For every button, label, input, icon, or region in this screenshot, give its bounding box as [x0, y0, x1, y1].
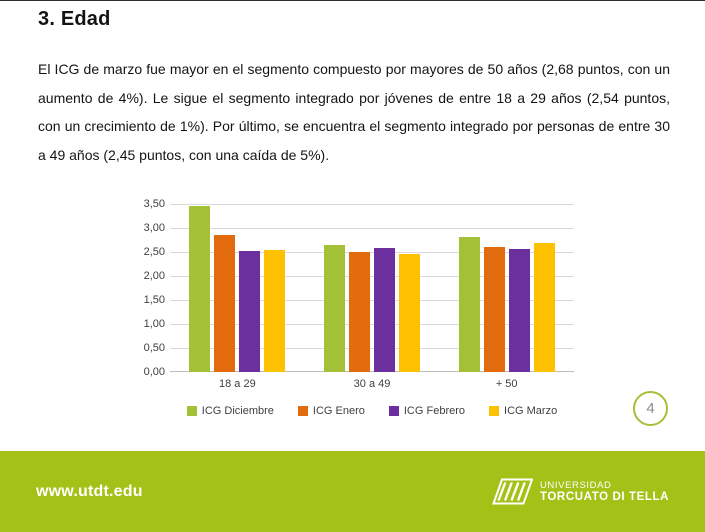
chart-plot-row: 3,50 3,00 2,50 2,00 1,50 1,00 0,50 0,00 [138, 198, 574, 378]
footer-url-link[interactable]: www.utdt.edu [36, 482, 143, 500]
gridline [170, 300, 574, 301]
university-logo: UNIVERSIDAD TORCUATO DI TELLA [492, 478, 669, 505]
legend-swatch-icon [297, 406, 308, 416]
bar-group-+-50 [439, 204, 574, 372]
legend-item-icg-marzo: ICG Marzo [489, 405, 557, 417]
legend-item-icg-febrero: ICG Febrero [388, 405, 466, 417]
bar-icg-diciembre [324, 245, 345, 372]
slide-title: 3. Edad [38, 8, 111, 30]
gridline [170, 324, 574, 325]
legend-swatch-icon [489, 406, 500, 416]
y-axis: 3,50 3,00 2,50 2,00 1,50 1,00 0,50 0,00 [138, 198, 170, 378]
legend-label: ICG Marzo [504, 405, 558, 417]
gridline [170, 228, 574, 229]
y-tick-label: 3,00 [143, 222, 165, 234]
x-axis-label: + 50 [495, 378, 518, 390]
gridline [170, 252, 574, 253]
body-paragraph: El ICG de marzo fue mayor en el segmento… [38, 61, 670, 163]
legend-label: ICG Enero [312, 405, 365, 417]
bar-icg-marzo [399, 254, 420, 372]
gridline [170, 348, 574, 349]
legend-item-icg-enero: ICG Enero [297, 405, 365, 417]
gridline [170, 276, 574, 277]
bar-icg-enero [214, 235, 236, 372]
x-axis-label: 30 a 49 [353, 378, 391, 390]
y-tick-label: 1,00 [143, 318, 165, 330]
y-tick-label: 2,00 [143, 270, 165, 282]
x-axis-label: 18 a 29 [218, 378, 256, 390]
bar-icg-febrero [239, 251, 261, 372]
bar-icg-enero [483, 246, 505, 372]
logo-stripes-icon [492, 478, 533, 505]
bar-group-18-a-29 [170, 204, 305, 372]
page-number-badge: 4 [633, 391, 668, 426]
bar-icg-marzo [533, 243, 555, 372]
bar-groups [170, 204, 574, 372]
x-axis-labels: 18 a 29 30 a 49 + 50 [170, 372, 574, 390]
bar-icg-marzo [264, 250, 286, 372]
bar-icg-febrero [374, 248, 395, 372]
gridline [170, 204, 574, 205]
y-tick-label: 0,00 [143, 366, 165, 378]
footer-bar: www.utdt.edu UNIVERSIDAD TORCUATO DI TEL… [0, 451, 705, 532]
legend-label: ICG Febrero [403, 405, 466, 417]
plot-area [170, 204, 574, 372]
chart-legend: ICG Diciembre ICG Enero ICG Febrero ICG Mar… [170, 405, 574, 417]
logo-text: UNIVERSIDAD TORCUATO DI TELLA [540, 480, 669, 503]
bar-icg-diciembre [458, 236, 480, 372]
bar-icg-diciembre [189, 206, 211, 372]
bar-icg-enero [349, 252, 370, 372]
legend-item-icg-diciembre: ICG Diciembre [186, 405, 274, 417]
y-tick-label: 0,50 [143, 342, 165, 354]
bar-chart: 3,50 3,00 2,50 2,00 1,50 1,00 0,50 0,00 18 a 29… [138, 198, 574, 417]
y-tick-label: 2,50 [143, 246, 165, 258]
bar-group-30-a-49 [305, 204, 440, 372]
bar-icg-febrero [508, 248, 530, 372]
page-number: 4 [646, 400, 655, 417]
gridline [170, 371, 574, 372]
logo-line2: TORCUATO DI TELLA [539, 491, 669, 503]
legend-swatch-icon [388, 406, 399, 416]
y-tick-label: 1,50 [143, 294, 165, 306]
logo-line1: UNIVERSIDAD [539, 480, 612, 491]
legend-label: ICG Diciembre [201, 405, 274, 417]
legend-swatch-icon [186, 406, 197, 416]
y-tick-label: 3,50 [143, 198, 165, 210]
